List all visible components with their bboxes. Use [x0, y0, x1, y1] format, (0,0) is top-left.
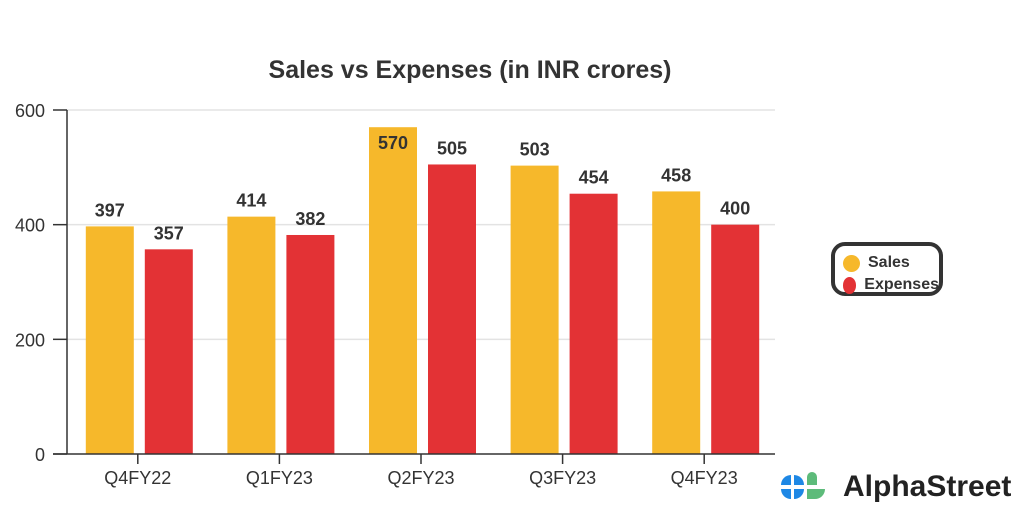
legend-label: Sales [868, 254, 910, 271]
x-tick-label: Q1FY23 [246, 468, 313, 488]
legend-label: Expenses [864, 276, 939, 293]
y-tick-label: 0 [35, 445, 45, 465]
x-tick-label: Q2FY23 [387, 468, 454, 488]
sales-swatch [843, 254, 860, 272]
sales-bar [510, 165, 559, 454]
y-tick-label: 200 [15, 330, 45, 350]
legend-item-sales: Sales [843, 252, 939, 274]
legend-item-expenses: Expenses [843, 274, 939, 296]
sales-data-label: 570 [378, 133, 408, 153]
legend: Sales Expenses [831, 242, 943, 296]
sales-bar [369, 127, 417, 454]
expenses-bar [286, 234, 335, 454]
expenses-data-label: 505 [437, 138, 467, 158]
y-tick-label: 400 [15, 216, 45, 236]
sales-bar [85, 226, 134, 454]
x-tick-label: Q3FY23 [529, 468, 596, 488]
sales-data-label: 397 [95, 200, 125, 220]
logo-icon [781, 472, 825, 499]
expenses-data-label: 357 [154, 223, 184, 243]
sales-data-label: 458 [661, 165, 691, 185]
expenses-bar [711, 224, 760, 454]
alphastreet-logo: AlphaStreet [781, 470, 1011, 504]
expenses-bar [144, 249, 193, 454]
sales-data-label: 414 [236, 191, 266, 211]
expenses-bar [428, 164, 476, 454]
expenses-swatch [843, 276, 857, 294]
expenses-data-label: 382 [295, 209, 325, 229]
chart-title: Sales vs Expenses (in INR crores) [269, 56, 672, 84]
expenses-data-label: 454 [579, 168, 609, 188]
logo-text: AlphaStreet [843, 470, 1012, 503]
sales-data-label: 503 [520, 140, 550, 160]
x-tick-label: Q4FY23 [671, 468, 738, 488]
sales-bar [652, 191, 701, 454]
y-tick-label: 600 [15, 101, 45, 121]
x-tick-label: Q4FY22 [104, 468, 171, 488]
expenses-data-label: 400 [720, 199, 750, 219]
expenses-bar [569, 193, 618, 454]
sales-bar [227, 216, 276, 454]
